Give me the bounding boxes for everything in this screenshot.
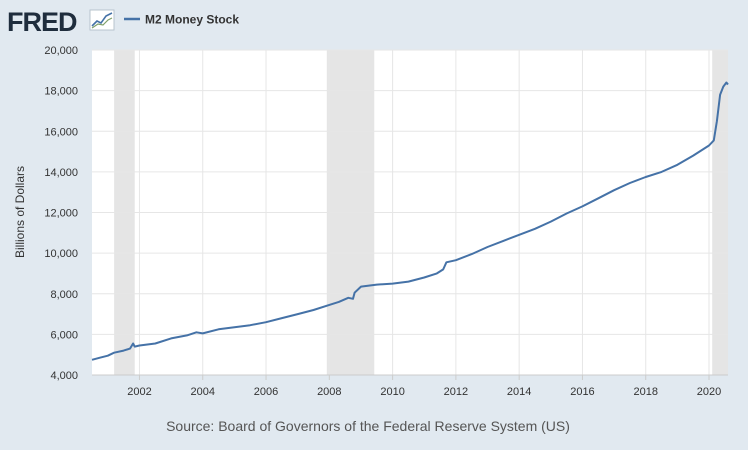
x-tick-label: 2018 <box>633 386 657 398</box>
y-axis-ticks: 4,000 6,000 8,000 10,000 12,000 14,000 16,000 1… <box>44 45 78 382</box>
y-tick-label: 6,000 <box>50 329 78 341</box>
x-tick-label: 2014 <box>507 386 531 398</box>
fred-graph-icon <box>89 9 115 31</box>
x-axis-ticks: 2002 2004 2006 2008 2010 2012 2014 2016 2018 2020 <box>92 374 728 398</box>
y-tick-label: 10,000 <box>44 248 78 260</box>
y-tick-label: 12,000 <box>44 208 78 220</box>
x-tick-label: 2020 <box>697 386 721 398</box>
series-line-m2[interactable] <box>91 81 729 361</box>
fred-logo[interactable]: FRED <box>7 7 78 37</box>
x-tick-label: 2006 <box>254 386 278 398</box>
y-axis-label: Billions of Dollars <box>13 166 27 258</box>
y-tick-label: 20,000 <box>44 45 78 57</box>
y-tick-label: 14,000 <box>44 167 78 179</box>
x-tick-label: 2010 <box>380 386 404 398</box>
y-tick-label: 8,000 <box>50 289 78 301</box>
series-layer <box>91 81 729 361</box>
legend-label: M2 Money Stock <box>145 13 239 27</box>
y-tick-label: 18,000 <box>44 86 78 98</box>
x-tick-label: 2008 <box>317 386 341 398</box>
legend: M2 Money Stock <box>124 13 239 27</box>
x-tick-label: 2004 <box>191 386 215 398</box>
y-tick-label: 4,000 <box>50 370 78 382</box>
x-tick-label: 2016 <box>570 386 594 398</box>
source-note[interactable]: Source: Board of Governors of the Federa… <box>166 418 570 434</box>
y-tick-label: 16,000 <box>44 126 78 138</box>
x-tick-label: 2002 <box>127 386 151 398</box>
x-tick-label: 2012 <box>444 386 468 398</box>
